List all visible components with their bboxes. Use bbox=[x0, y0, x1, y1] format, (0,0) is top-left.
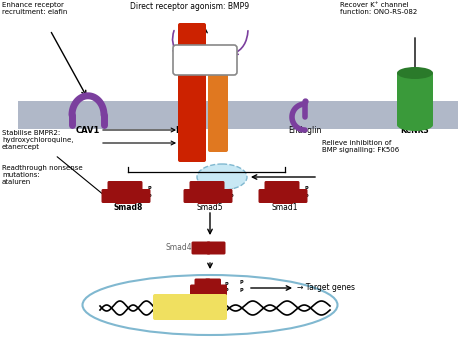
FancyBboxPatch shape bbox=[116, 190, 137, 204]
Text: FKBP12: FKBP12 bbox=[208, 174, 236, 180]
FancyBboxPatch shape bbox=[286, 189, 308, 203]
Text: P: P bbox=[230, 194, 234, 200]
Text: Readthrough nonsense
mutations:
ataluren: Readthrough nonsense mutations: ataluren bbox=[2, 165, 82, 185]
Text: Relieve inhibition of
BMP signalling: FK506: Relieve inhibition of BMP signalling: FK… bbox=[322, 140, 399, 153]
Text: Smad8: Smad8 bbox=[113, 203, 143, 212]
Ellipse shape bbox=[82, 275, 337, 335]
Text: Recover K⁺ channel
function: ONO-RS-082: Recover K⁺ channel function: ONO-RS-082 bbox=[340, 2, 417, 15]
Text: CAV1: CAV1 bbox=[76, 126, 100, 135]
Text: Smad1: Smad1 bbox=[272, 203, 298, 212]
Text: Smad4: Smad4 bbox=[165, 244, 192, 252]
Text: P: P bbox=[230, 186, 234, 191]
Text: BMP9/10: BMP9/10 bbox=[184, 56, 226, 64]
FancyBboxPatch shape bbox=[190, 284, 206, 296]
Text: BMPR2: BMPR2 bbox=[175, 126, 205, 135]
Text: P: P bbox=[240, 279, 244, 284]
Text: Endoglin: Endoglin bbox=[288, 126, 322, 135]
FancyBboxPatch shape bbox=[101, 189, 122, 203]
FancyBboxPatch shape bbox=[108, 181, 128, 195]
FancyBboxPatch shape bbox=[191, 242, 210, 254]
Text: KCNK3: KCNK3 bbox=[401, 126, 429, 135]
FancyBboxPatch shape bbox=[178, 23, 206, 162]
FancyBboxPatch shape bbox=[121, 181, 143, 195]
FancyBboxPatch shape bbox=[201, 285, 217, 296]
FancyBboxPatch shape bbox=[129, 189, 151, 203]
FancyBboxPatch shape bbox=[208, 45, 228, 152]
Text: → Target genes: → Target genes bbox=[297, 283, 355, 293]
FancyBboxPatch shape bbox=[190, 181, 210, 195]
Text: BRE: BRE bbox=[181, 303, 199, 311]
Ellipse shape bbox=[397, 119, 433, 131]
FancyBboxPatch shape bbox=[258, 189, 280, 203]
FancyBboxPatch shape bbox=[194, 278, 210, 289]
FancyBboxPatch shape bbox=[207, 242, 226, 254]
Text: P: P bbox=[225, 288, 228, 293]
FancyBboxPatch shape bbox=[183, 189, 204, 203]
Text: Stabilise BMPR2:
hydroxychloroquine,
etanercept: Stabilise BMPR2: hydroxychloroquine, eta… bbox=[2, 130, 73, 150]
FancyBboxPatch shape bbox=[205, 278, 221, 289]
FancyBboxPatch shape bbox=[198, 190, 219, 204]
Text: P: P bbox=[148, 186, 152, 191]
Text: Smad5: Smad5 bbox=[197, 203, 223, 212]
FancyBboxPatch shape bbox=[203, 181, 225, 195]
Ellipse shape bbox=[197, 164, 247, 190]
FancyBboxPatch shape bbox=[273, 190, 293, 204]
FancyBboxPatch shape bbox=[211, 189, 233, 203]
Text: P: P bbox=[305, 186, 309, 191]
Text: Enhance receptor
recruitment: elafin: Enhance receptor recruitment: elafin bbox=[2, 2, 67, 15]
FancyBboxPatch shape bbox=[211, 284, 227, 296]
FancyBboxPatch shape bbox=[279, 181, 300, 195]
Text: P: P bbox=[148, 194, 152, 200]
Text: ALK1: ALK1 bbox=[210, 126, 229, 135]
Bar bbox=[397, 73, 433, 125]
FancyBboxPatch shape bbox=[173, 45, 237, 75]
Text: P: P bbox=[240, 287, 244, 293]
FancyBboxPatch shape bbox=[264, 181, 285, 195]
Bar bbox=[18, 101, 458, 129]
Text: P: P bbox=[305, 194, 309, 200]
Text: Direct receptor agonism: BMP9: Direct receptor agonism: BMP9 bbox=[130, 2, 250, 11]
Ellipse shape bbox=[397, 67, 433, 79]
FancyBboxPatch shape bbox=[153, 294, 227, 320]
Text: P: P bbox=[225, 282, 228, 287]
